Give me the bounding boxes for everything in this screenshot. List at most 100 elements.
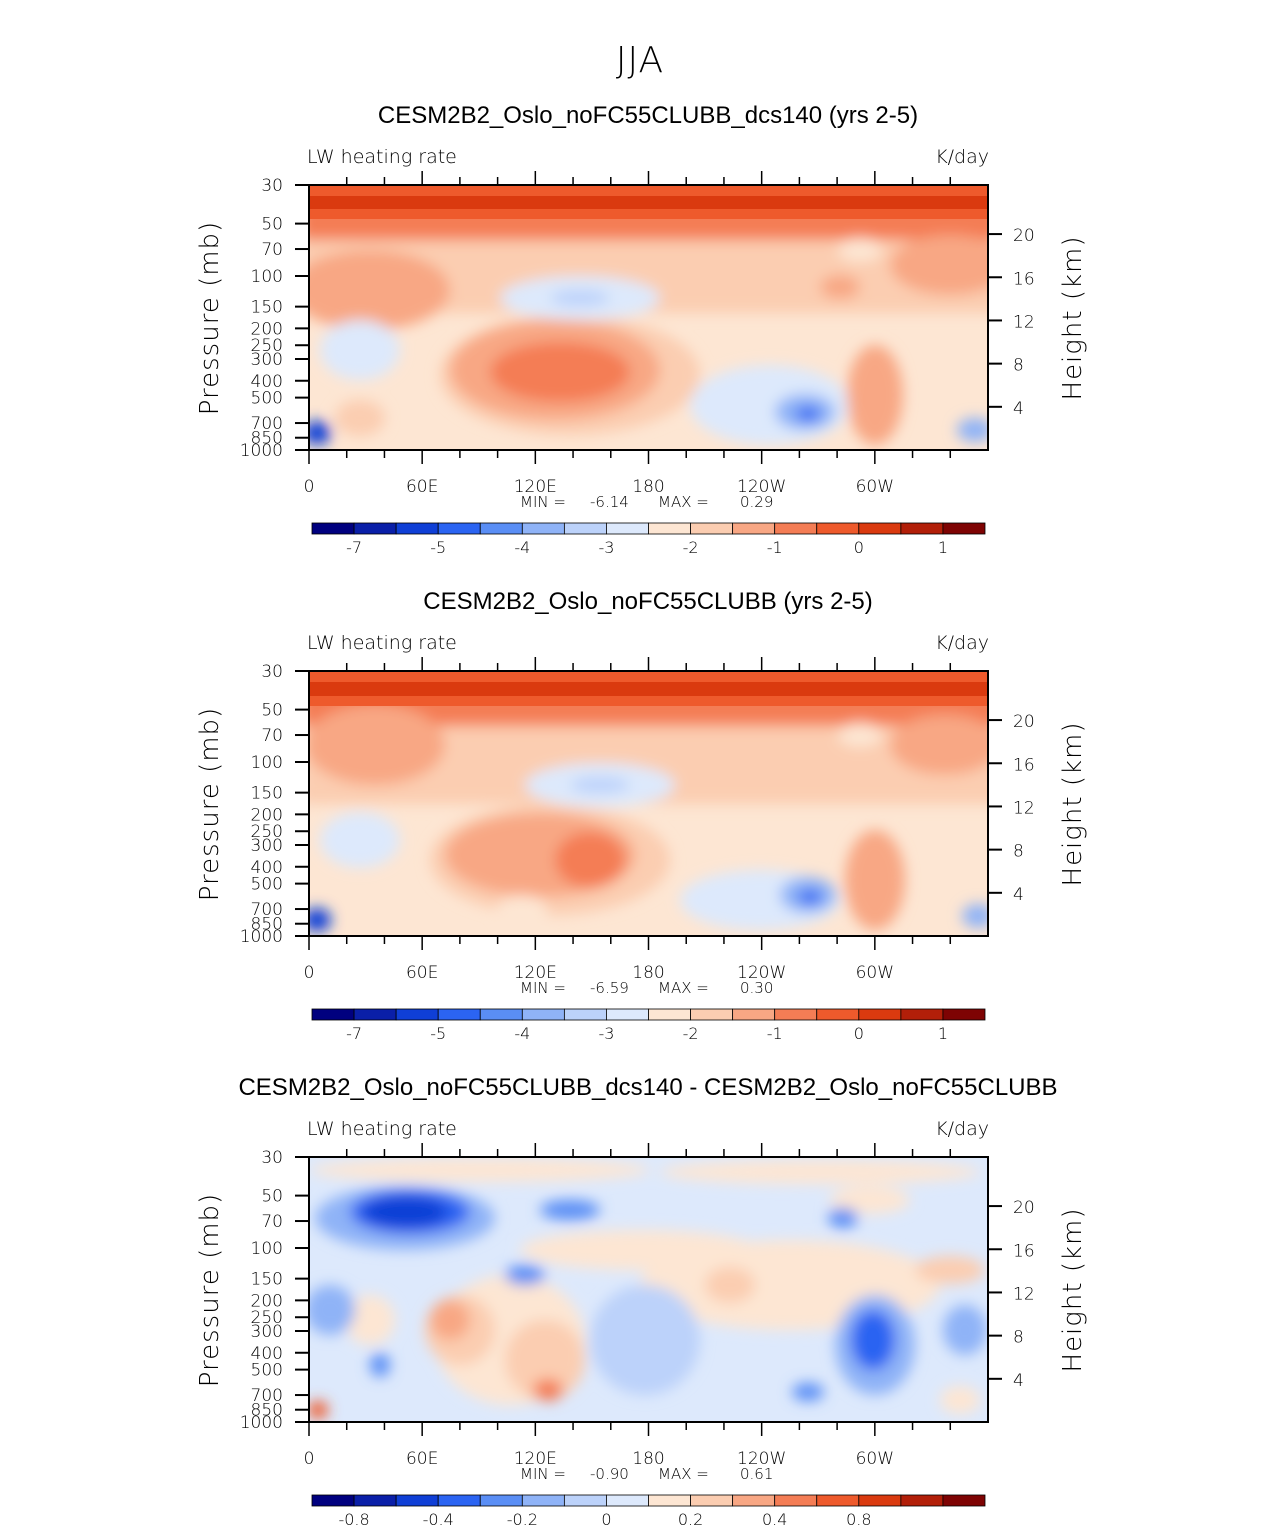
colorbar-swatch (774, 1008, 818, 1021)
colorbar-swatch (942, 1008, 986, 1021)
y-tick-label: 150 (251, 1270, 283, 1290)
y-tick-label: 850 (251, 1401, 283, 1421)
colorbar-label: 1 (938, 538, 948, 557)
units-label: K/day (935, 632, 989, 654)
colorbar-swatch (563, 1494, 607, 1507)
x-tick-label: 0 (304, 1449, 315, 1469)
x-tick-label: 180 (632, 963, 664, 983)
min-label: MIN = (520, 493, 566, 511)
y-tick-label: 250 (251, 336, 283, 356)
y-tick-label: 1000 (240, 1413, 283, 1433)
colorbar-swatch (311, 522, 355, 535)
colorbar-swatch (395, 1008, 439, 1021)
y2-tick-label: 12 (1013, 312, 1035, 332)
colorbar-swatch (563, 522, 607, 535)
y2-tick-label: 4 (1013, 885, 1024, 905)
y-tick-label: 300 (251, 350, 283, 370)
max-value: 0.30 (740, 979, 773, 997)
colorbar-swatch (858, 1008, 902, 1021)
colorbar-swatch (942, 1494, 986, 1507)
y-tick-label: 1000 (240, 441, 283, 461)
y2-tick-label: 8 (1013, 356, 1024, 376)
colorbar-swatch (732, 1008, 776, 1021)
colorbar-swatch (690, 1494, 734, 1507)
height-axis: 20 16 12 8 4 (988, 226, 1035, 419)
contour-field (309, 185, 988, 450)
y-tick-label: 500 (251, 1361, 283, 1381)
units-label: K/day (935, 146, 989, 168)
contour-field (309, 1157, 988, 1422)
contour-field (309, 671, 988, 936)
colorbar-label: -3 (598, 538, 614, 557)
variable-label: LW heating rate (307, 632, 457, 654)
panel-1: CESM2B2_Oslo_noFC55CLUBB_dcs140 (yrs 2-5… (195, 102, 1088, 557)
min-value: -6.59 (590, 979, 629, 997)
colorbar-label: -7 (346, 538, 362, 557)
min-value: -0.90 (590, 1465, 629, 1483)
y2-tick-label: 4 (1013, 1371, 1024, 1391)
colorbar-swatch (732, 1494, 776, 1507)
colorbar-label: -4 (514, 538, 530, 557)
max-value: 0.29 (740, 493, 773, 511)
y-axis-label: Pressure (mb) (195, 707, 225, 901)
colorbar-swatch (521, 1494, 565, 1507)
colorbar-swatch (816, 1008, 860, 1021)
x-tick-label: 60W (856, 1449, 894, 1469)
min-value: -6.14 (590, 493, 629, 511)
y2-axis-label: Height (km) (1058, 1208, 1088, 1373)
colorbar-swatch (648, 1494, 691, 1507)
colorbar-swatch (900, 1494, 944, 1507)
panel-2: CESM2B2_Oslo_noFC55CLUBB (yrs 2-5) LW he… (195, 588, 1088, 1043)
colorbar-label: -0.2 (507, 1510, 538, 1529)
y-tick-label: 50 (261, 1187, 283, 1207)
x-tick-label: 120E (514, 477, 557, 497)
colorbar-swatch (606, 522, 649, 535)
y-tick-label: 700 (251, 414, 283, 434)
colorbar-label: -1 (767, 538, 783, 557)
y2-tick-label: 12 (1013, 1284, 1035, 1304)
y-tick-label: 700 (251, 900, 283, 920)
x-tick-label: 180 (632, 1449, 664, 1469)
y-tick-label: 150 (251, 298, 283, 318)
colorbar-swatch (353, 522, 397, 535)
colorbar: -7 -5 -4 -3 -2 -1 0 1 (311, 1008, 986, 1043)
y2-tick-label: 20 (1013, 226, 1035, 246)
colorbar-label: -4 (514, 1024, 530, 1043)
y-tick-label: 70 (261, 726, 283, 746)
y-tick-label: 850 (251, 429, 283, 449)
colorbar-label: 0 (854, 538, 864, 557)
colorbar-label: 0 (854, 1024, 864, 1043)
max-label: MAX = (658, 979, 709, 997)
y-tick-label: 30 (261, 176, 283, 196)
y2-axis-label: Height (km) (1058, 236, 1088, 401)
figure-title: JJA (616, 40, 664, 81)
longitude-axis: 0 60E 120E 180 120W 60W (304, 171, 952, 497)
x-tick-label: 180 (632, 477, 664, 497)
colorbar-swatch (437, 522, 481, 535)
colorbar-label: -0.4 (423, 1510, 454, 1529)
colorbar-swatch (900, 1008, 944, 1021)
colorbar-label: -7 (346, 1024, 362, 1043)
x-tick-label: 60E (406, 1449, 438, 1469)
colorbar-swatch (900, 522, 944, 535)
y-tick-label: 300 (251, 836, 283, 856)
x-tick-label: 120W (737, 963, 786, 983)
colorbar: -7 -5 -4 -3 -2 -1 0 1 (311, 522, 986, 557)
y-tick-label: 70 (261, 1212, 283, 1232)
colorbar-swatch (395, 1494, 439, 1507)
panel-title: CESM2B2_Oslo_noFC55CLUBB_dcs140 (yrs 2-5… (378, 102, 918, 129)
colorbar-label: -5 (430, 538, 446, 557)
colorbar-label: 0.2 (678, 1510, 703, 1529)
colorbar-swatch (563, 1008, 607, 1021)
longitude-axis: 0 60E 120E 180 120W 60W (304, 657, 952, 983)
y-axis-label: Pressure (mb) (195, 221, 225, 415)
colorbar-swatch (816, 1494, 860, 1507)
y-tick-label: 500 (251, 389, 283, 409)
y-tick-label: 500 (251, 875, 283, 895)
colorbar-swatch (648, 522, 691, 535)
y2-axis-label: Height (km) (1058, 722, 1088, 887)
longitude-axis: 0 60E 120E 180 120W 60W (304, 1143, 952, 1469)
